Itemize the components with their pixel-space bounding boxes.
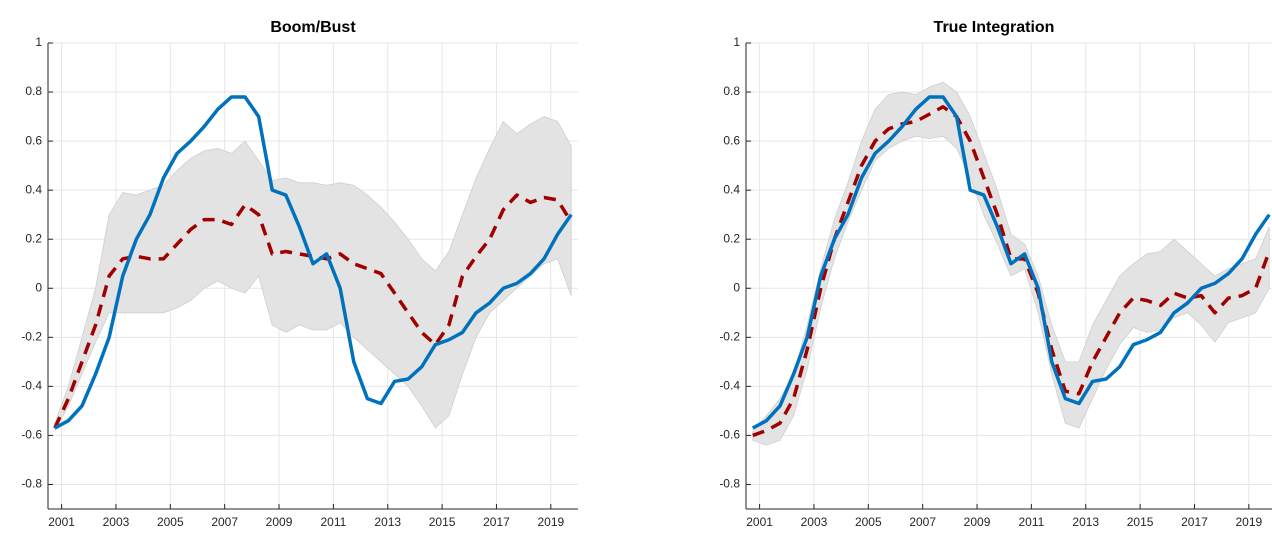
x-tick-label: 2003 xyxy=(801,515,828,529)
y-tick-label: 1 xyxy=(35,35,42,49)
x-tick-label: 2007 xyxy=(211,515,238,529)
x-tick-label: 2007 xyxy=(909,515,936,529)
x-tick-label: 2005 xyxy=(855,515,882,529)
confidence-band xyxy=(54,116,572,433)
x-tick-label: 2009 xyxy=(964,515,991,529)
y-tick-label: 0.2 xyxy=(25,231,42,245)
plot-area: True Integration -0.8 -0.6 -0.4 -0.2 0 0.2 0.4 0… xyxy=(719,19,1272,529)
x-tick-label: 2001 xyxy=(48,515,75,529)
x-tick-label: 2011 xyxy=(320,515,346,529)
x-tick-label: 2011 xyxy=(1018,515,1044,529)
x-tick-label: 2019 xyxy=(1235,515,1262,529)
y-tick-label: 0 xyxy=(733,280,740,294)
y-tick-label: -0.2 xyxy=(21,329,42,343)
y-tick-label: -0.6 xyxy=(719,428,740,442)
x-tick-label: 2005 xyxy=(157,515,184,529)
y-tick-label: -0.4 xyxy=(21,379,42,393)
x-tick-label: 2003 xyxy=(103,515,130,529)
y-tick-label: 0 xyxy=(35,280,42,294)
y-tick-label: -0.8 xyxy=(21,477,42,491)
x-tick-label: 2015 xyxy=(1127,515,1154,529)
dashed-line xyxy=(752,105,1271,438)
x-tick-label: 2013 xyxy=(1072,515,1099,529)
y-tick-label: -0.6 xyxy=(21,428,42,442)
x-tick-label: 2009 xyxy=(266,515,293,529)
x-tick-label: 2017 xyxy=(483,515,510,529)
y-tick-label: -0.4 xyxy=(719,379,740,393)
x-tick-label: 2019 xyxy=(537,515,564,529)
y-tick-label: 0.2 xyxy=(723,231,740,245)
y-tick-label: -0.8 xyxy=(719,477,740,491)
y-tick-label: 0.4 xyxy=(25,182,42,196)
chart-title: True Integration xyxy=(934,19,1055,36)
solid-line xyxy=(751,95,1271,430)
solid-line xyxy=(53,95,573,430)
dashed-line xyxy=(53,193,573,429)
y-tick-label: 0.8 xyxy=(723,84,740,98)
y-tick-label: 1 xyxy=(733,35,740,49)
x-tick-label: 2017 xyxy=(1181,515,1208,529)
x-tick-label: 2013 xyxy=(374,515,401,529)
y-tick-label: 0.8 xyxy=(25,84,42,98)
chart-title: Boom/Bust xyxy=(270,19,356,36)
series-layer xyxy=(53,95,573,433)
x-tick-label: 2001 xyxy=(746,515,773,529)
y-tick-label: 0.4 xyxy=(723,182,740,196)
plot-area: Boom/Bust -0.8 -0.6 -0.4 -0.2 0 0.2 0.4 0.6 0.8 1 2… xyxy=(21,19,578,529)
series-layer xyxy=(751,81,1271,446)
x-tick-label: 2015 xyxy=(429,515,456,529)
y-tick-label: 0.6 xyxy=(723,133,740,147)
y-tick-label: -0.2 xyxy=(719,329,740,343)
y-tick-label: 0.6 xyxy=(25,133,42,147)
